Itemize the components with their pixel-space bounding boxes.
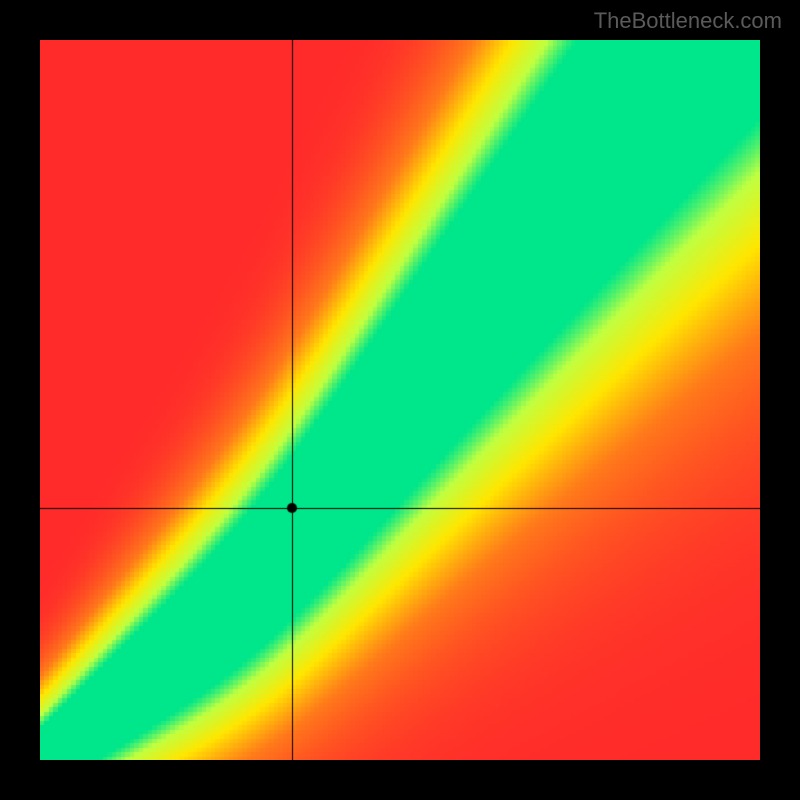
watermark-text: TheBottleneck.com (594, 8, 782, 34)
heatmap-canvas (40, 40, 760, 760)
heatmap-plot (40, 40, 760, 760)
